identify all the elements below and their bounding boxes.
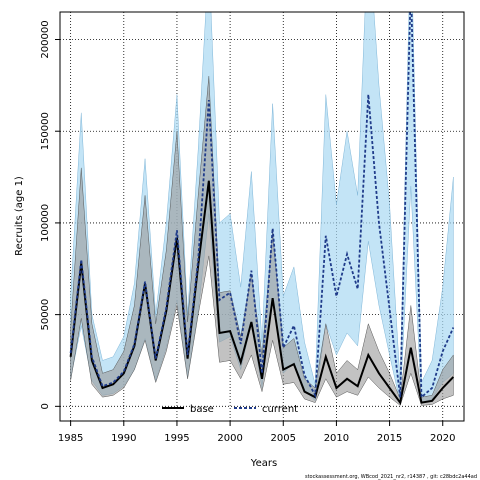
y-axis-label: Recruits (age 1) bbox=[14, 176, 25, 256]
x-tick-label: 1990 bbox=[111, 433, 136, 444]
y-axis: 0 50000 100000 150000 200000 bbox=[40, 20, 60, 410]
y-tick-label: 0 bbox=[40, 403, 51, 409]
band-base bbox=[70, 76, 454, 406]
legend-label-current: current bbox=[262, 404, 298, 415]
footer-note: stockassessment.org, WBcod_2021_nr2, r14… bbox=[305, 474, 477, 480]
y-tick-label: 150000 bbox=[40, 112, 51, 150]
x-tick-label: 2000 bbox=[217, 433, 242, 444]
x-tick-label: 1995 bbox=[164, 433, 189, 444]
x-tick-label: 2015 bbox=[377, 433, 402, 444]
x-tick-label: 1985 bbox=[58, 433, 83, 444]
x-tick-label: 2010 bbox=[324, 433, 349, 444]
x-tick-label: 2005 bbox=[271, 433, 296, 444]
plot-frame bbox=[59, 11, 465, 422]
y-tick-label: 200000 bbox=[40, 20, 51, 58]
legend-label-base: base bbox=[190, 404, 214, 415]
x-axis-label: Years bbox=[250, 458, 277, 469]
y-tick-label: 100000 bbox=[40, 204, 51, 242]
x-axis: 1985 1990 1995 2000 2005 2010 2015 2020 bbox=[58, 421, 455, 444]
x-tick-label: 2020 bbox=[430, 433, 455, 444]
legend: base current bbox=[162, 404, 298, 415]
series-lines bbox=[69, 12, 455, 406]
y-tick-label: 50000 bbox=[40, 299, 51, 331]
